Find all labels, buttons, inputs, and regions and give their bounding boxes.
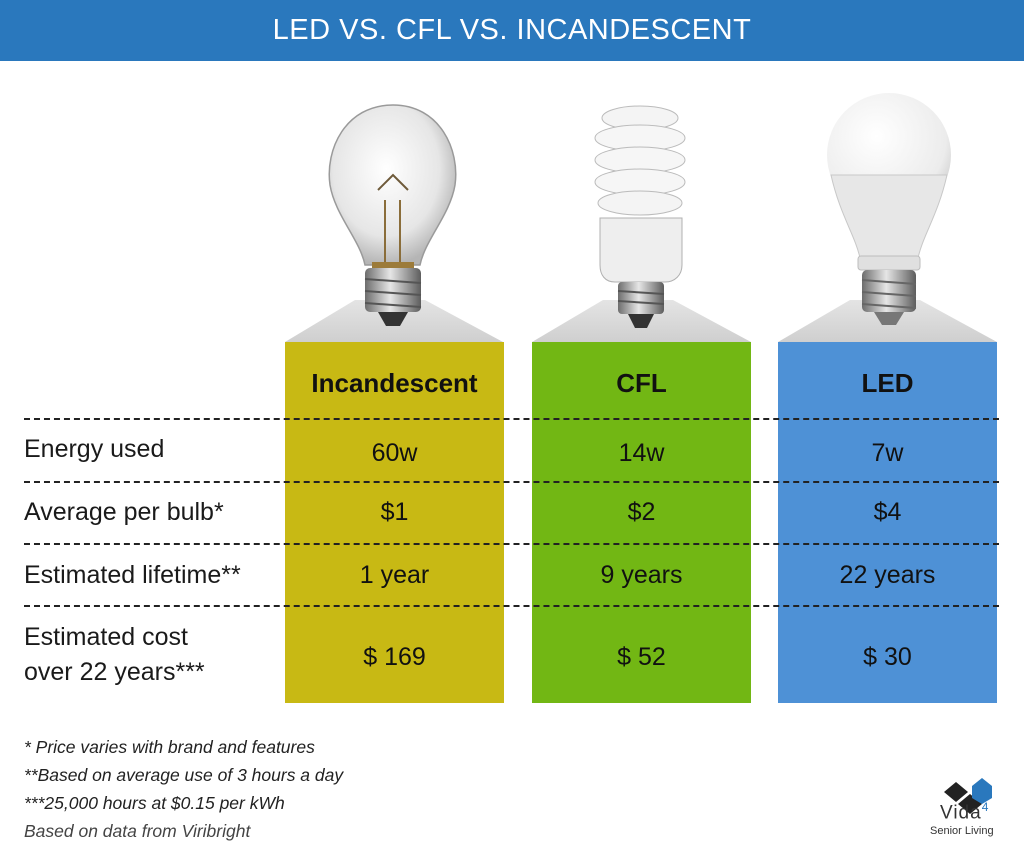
- cfl-energy: 14w: [618, 439, 665, 467]
- incandescent-price: $1: [380, 498, 409, 526]
- row-label-energy: Energy used: [24, 435, 165, 463]
- footnote-price: * Price varies with brand and features: [24, 737, 315, 757]
- led-cost: $ 30: [863, 643, 912, 671]
- footnotes: * Price varies with brand and features *…: [24, 733, 343, 845]
- footnote-source: Based on data from Viribright: [24, 821, 251, 841]
- incandescent-title: Incandescent: [311, 368, 478, 398]
- cfl-spiral-bulb-icon: [594, 105, 686, 328]
- logo-subtitle: Senior Living: [930, 825, 994, 837]
- row-label-price: Average per bulb*: [24, 498, 224, 526]
- footnote-usage: **Based on average use of 3 hours a day: [24, 765, 344, 785]
- footnote-rate: ***25,000 hours at $0.15 per kWh: [24, 793, 285, 813]
- incandescent-bulb-icon: [328, 104, 457, 326]
- logo-name: Vida4: [940, 800, 990, 824]
- row-label-lifetime: Estimated lifetime**: [24, 561, 241, 589]
- row-label-cost-line1: Estimated cost: [24, 623, 188, 651]
- row-label-cost-line2: over 22 years***: [24, 658, 205, 686]
- page-title: LED VS. CFL VS. INCANDESCENT: [272, 14, 752, 46]
- incandescent-column: [285, 342, 504, 703]
- row-divider: [24, 543, 999, 545]
- row-divider: [24, 418, 999, 420]
- led-energy: 7w: [871, 439, 904, 467]
- led-column: [778, 342, 997, 703]
- bulb-illustrations: [285, 93, 997, 342]
- led-bulb-icon: [827, 93, 951, 325]
- cfl-lifetime: 9 years: [600, 561, 683, 589]
- led-price: $4: [873, 498, 902, 526]
- incandescent-energy: 60w: [371, 439, 418, 467]
- cfl-column: [532, 342, 751, 703]
- row-divider: [24, 481, 999, 483]
- incandescent-cost: $ 169: [363, 643, 426, 671]
- vida-logo-icon: [944, 778, 992, 814]
- cfl-cost: $ 52: [617, 643, 666, 671]
- incandescent-lifetime: 1 year: [359, 561, 430, 589]
- led-title: LED: [861, 368, 914, 398]
- cfl-price: $2: [627, 498, 656, 526]
- led-lifetime: 22 years: [839, 561, 936, 589]
- page-title-banner: LED VS. CFL VS. INCANDESCENT: [0, 0, 1024, 61]
- light-beams: [285, 300, 997, 342]
- row-divider: [24, 605, 999, 607]
- cfl-title: CFL: [616, 368, 667, 398]
